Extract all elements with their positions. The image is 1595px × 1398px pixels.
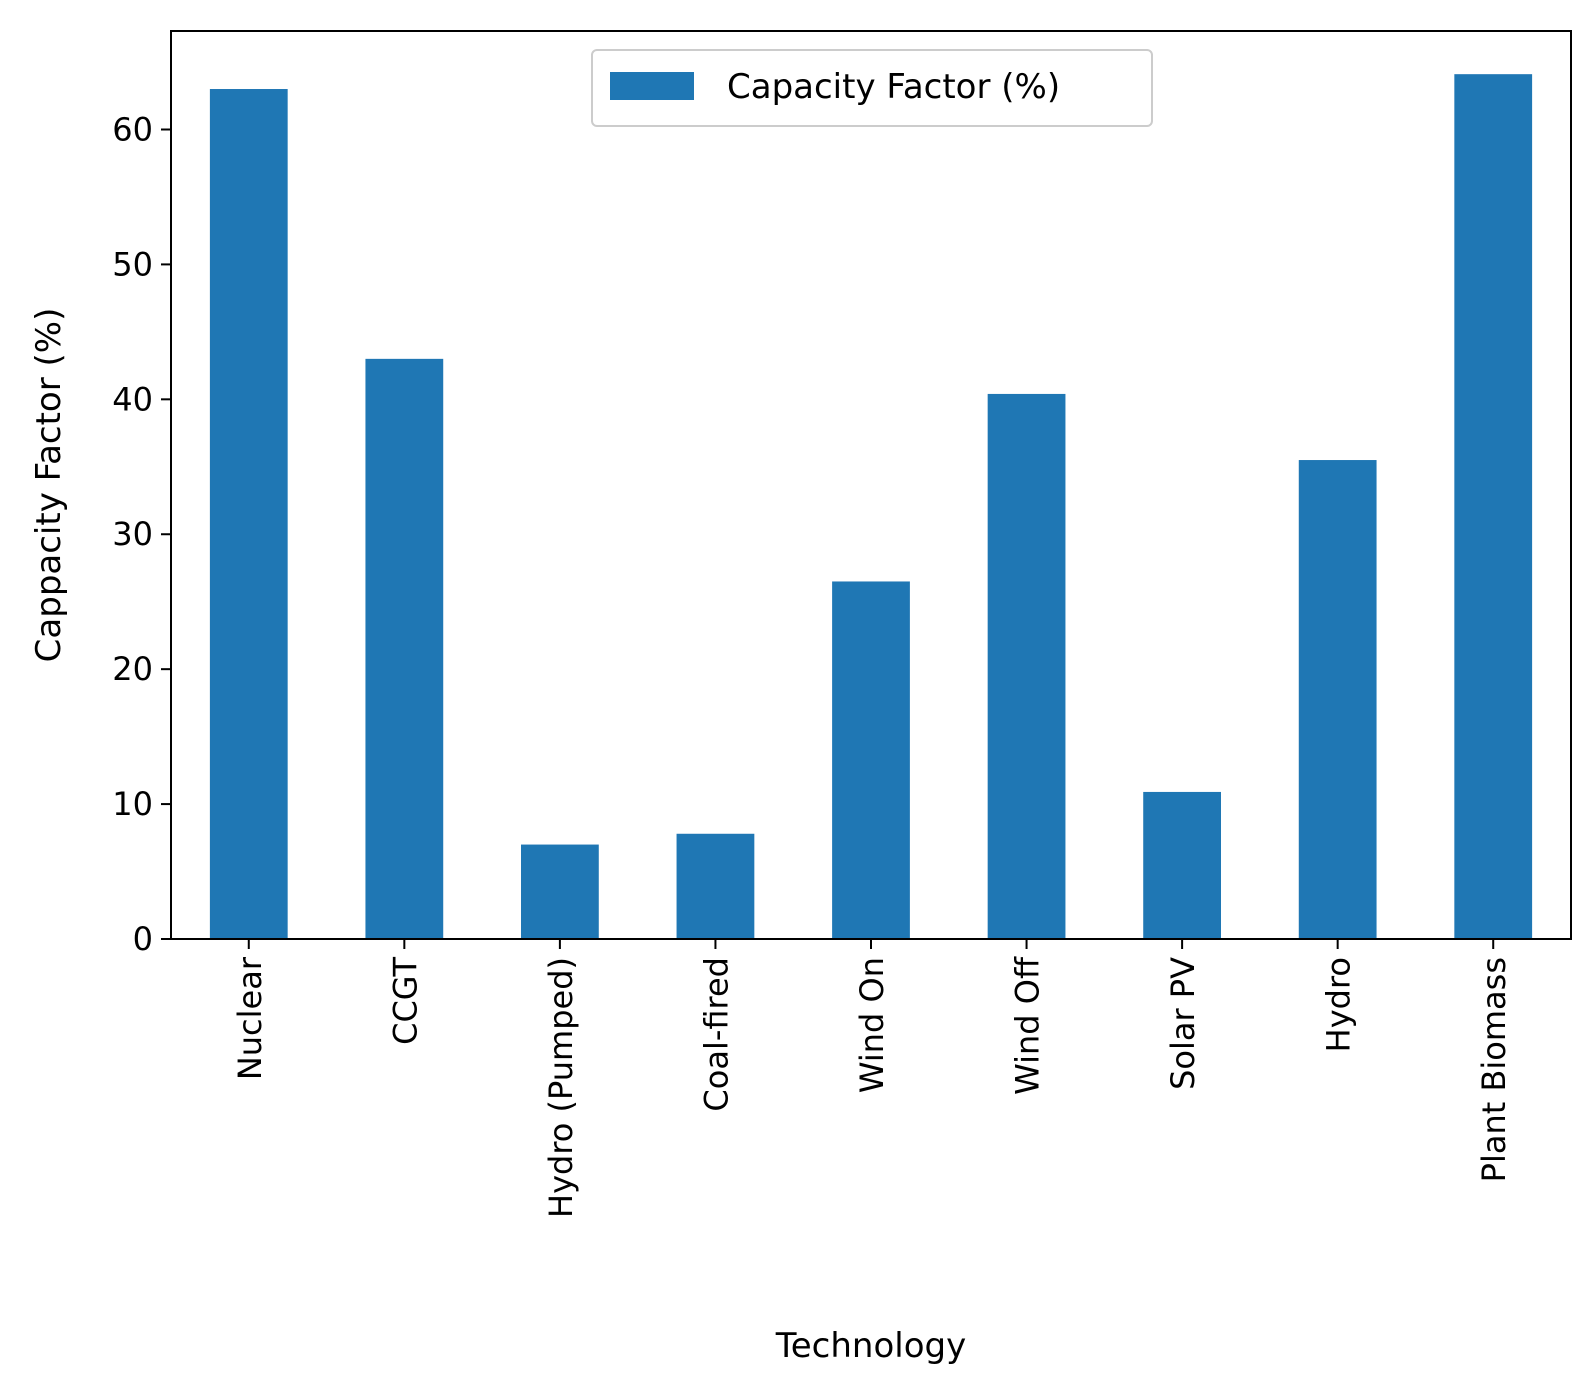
bar-ccgt	[365, 358, 444, 939]
y-tick-label: 0	[133, 920, 153, 958]
x-tick-label: Hydro	[1320, 957, 1358, 1052]
bar-wind-on	[832, 581, 910, 939]
y-tick-label: 50	[112, 245, 153, 283]
bar-nuclear	[209, 89, 288, 939]
x-tick-label: Solar PV	[1164, 957, 1202, 1090]
x-tick-label: Wind Off	[1009, 956, 1047, 1095]
y-axis-title: Cappacity Factor (%)	[29, 308, 69, 663]
legend: Capacity Factor (%)	[591, 49, 1153, 127]
x-tick-label: Plant Biomass	[1475, 957, 1513, 1182]
y-tick-label: 40	[112, 380, 153, 418]
bar-solar-pv	[1143, 791, 1221, 939]
y-tick-label: 30	[112, 515, 153, 553]
plot-frame	[170, 30, 1572, 940]
bar-hydro-pumped	[521, 844, 599, 939]
x-axis-title: Technology	[775, 1326, 966, 1366]
y-tick-label: 60	[112, 110, 153, 148]
legend-box	[591, 49, 1153, 127]
bars-layer	[209, 74, 1533, 940]
bar-hydro	[1298, 460, 1377, 939]
bar-coal-fired	[676, 833, 755, 939]
bar-wind-off	[987, 393, 1066, 939]
y-tick-label: 10	[112, 785, 153, 823]
legend-swatch	[610, 72, 694, 100]
x-tick-label: Wind On	[853, 957, 891, 1093]
x-tick-label: CCGT	[386, 957, 424, 1045]
x-tick-label: Hydro (Pumped)	[542, 957, 580, 1218]
y-axis-ticks: 0 10 20 30 40 50 60	[112, 110, 171, 958]
x-axis-ticks: Nuclear CCGT Hydro (Pumped) Coal-fired Wind …	[231, 939, 1513, 1218]
y-tick-label: 20	[112, 650, 153, 688]
x-tick-label: Coal-fired	[697, 957, 735, 1112]
x-tick-label: Nuclear	[231, 956, 269, 1080]
bar-plant-biomass	[1454, 74, 1533, 940]
legend-label: Capacity Factor (%)	[727, 67, 1060, 107]
